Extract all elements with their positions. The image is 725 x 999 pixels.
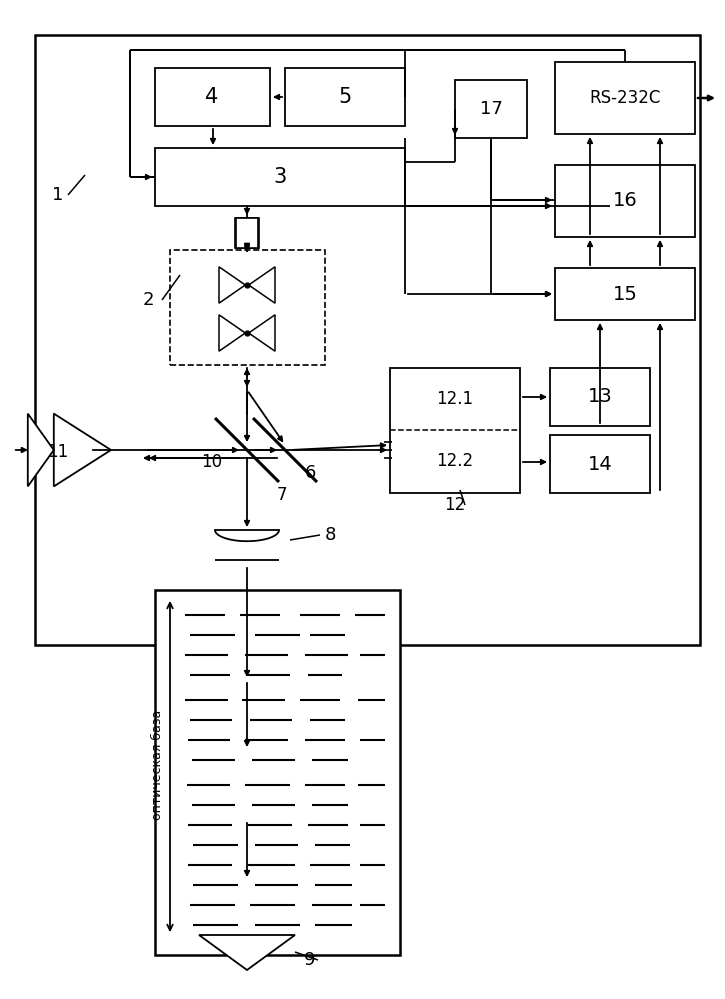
- Bar: [455, 80, 527, 138]
- Text: 1: 1: [52, 186, 64, 204]
- Bar: [555, 165, 695, 237]
- Polygon shape: [219, 267, 245, 304]
- Text: 11: 11: [47, 443, 69, 461]
- Text: 14: 14: [588, 455, 613, 474]
- Polygon shape: [249, 267, 275, 304]
- Text: 12.2: 12.2: [436, 452, 473, 470]
- Bar: [155, 590, 400, 955]
- Text: 7: 7: [277, 486, 287, 504]
- Text: 16: 16: [613, 192, 637, 211]
- Text: RS-232C: RS-232C: [589, 89, 660, 107]
- Polygon shape: [219, 315, 245, 352]
- Text: 15: 15: [613, 285, 637, 304]
- Text: 13: 13: [588, 388, 613, 407]
- Bar: [550, 435, 650, 493]
- Text: 2: 2: [142, 291, 154, 309]
- Text: 4: 4: [205, 87, 219, 107]
- Bar: [155, 148, 405, 206]
- Polygon shape: [54, 414, 111, 487]
- Bar: [236, 218, 258, 248]
- Text: 8: 8: [324, 526, 336, 544]
- Text: 9: 9: [304, 951, 316, 969]
- Bar: [555, 268, 695, 320]
- Text: 12.1: 12.1: [436, 390, 473, 408]
- Text: 3: 3: [273, 167, 286, 187]
- Text: 6: 6: [304, 464, 315, 482]
- Bar: [35, 35, 700, 645]
- Text: оптическая база: оптическая база: [152, 710, 165, 820]
- Polygon shape: [249, 315, 275, 352]
- Text: 12: 12: [444, 496, 465, 514]
- Bar: [235, 218, 259, 248]
- Bar: [550, 368, 650, 426]
- Bar: [555, 62, 695, 134]
- Bar: [155, 68, 270, 126]
- Polygon shape: [199, 935, 295, 970]
- Polygon shape: [28, 414, 54, 487]
- Bar: [285, 68, 405, 126]
- Text: 17: 17: [479, 100, 502, 118]
- Bar: [170, 250, 325, 365]
- Text: 10: 10: [202, 453, 223, 471]
- Text: 5: 5: [339, 87, 352, 107]
- Bar: [390, 368, 520, 493]
